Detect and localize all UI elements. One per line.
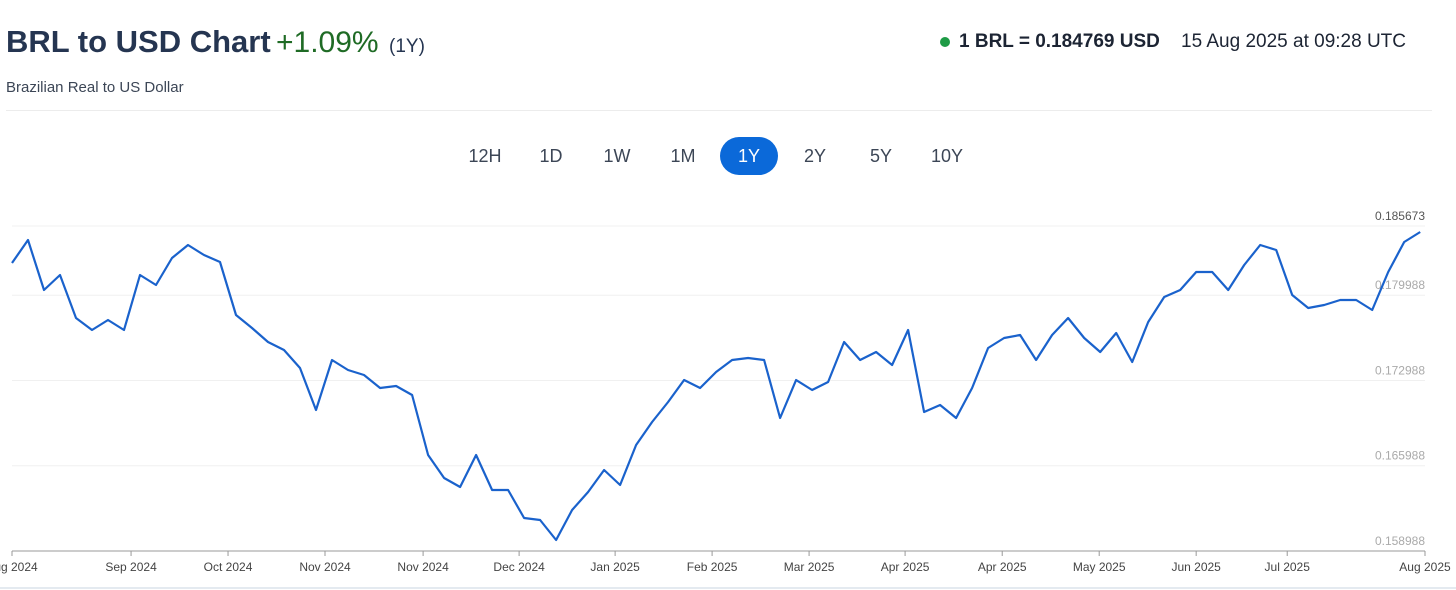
x-tick-label: Mar 2025 <box>784 560 835 574</box>
range-button[interactable]: 5Y <box>869 145 893 166</box>
x-tick-label: Apr 2025 <box>978 560 1027 574</box>
x-tick-label: Feb 2025 <box>687 560 738 574</box>
y-tick-label: 0.179988 <box>1375 278 1425 292</box>
range-button[interactable]: 1M <box>670 145 696 166</box>
title: BRL to USD Chart <box>6 24 271 59</box>
x-tick-label: Oct 2024 <box>204 560 253 574</box>
range-button[interactable]: 10Y <box>930 145 964 166</box>
range-button[interactable]: 1W <box>603 145 631 166</box>
x-tick-label: Aug 2025 <box>1399 560 1451 574</box>
x-tick-label: May 2025 <box>1073 560 1126 574</box>
x-tick-label: Jun 2025 <box>1171 560 1221 574</box>
x-tick-label: Nov 2024 <box>397 560 449 574</box>
subtitle: Brazilian Real to US Dollar <box>6 79 184 96</box>
y-tick-label: 0.185673 <box>1375 209 1425 223</box>
period: (1Y) <box>389 36 425 57</box>
range-buttons: 12H 1D 1W 1M 1Y 2Y 5Y 10Y <box>456 137 976 175</box>
x-tick-label: Dec 2024 <box>493 560 545 574</box>
y-tick-label: 0.172988 <box>1375 363 1425 377</box>
x-tick-label: Apr 2025 <box>881 560 930 574</box>
rate: 1 BRL = 0.184769 USD <box>959 31 1160 52</box>
range-button[interactable]: 12H <box>468 145 502 166</box>
y-tick-label: 0.165988 <box>1375 449 1425 463</box>
y-tick-label: 0.158988 <box>1375 534 1425 548</box>
x-tick-label: Nov 2024 <box>299 560 351 574</box>
live-dot <box>940 37 950 47</box>
range-button[interactable]: 1Y <box>720 137 778 175</box>
x-tick-label: Aug 2024 <box>0 560 38 574</box>
divider <box>6 110 1432 111</box>
x-tick-label: Jul 2025 <box>1265 560 1311 574</box>
x-tick-label: Jan 2025 <box>590 560 640 574</box>
x-tick-label: Sep 2024 <box>105 560 157 574</box>
price-line <box>11 231 1421 542</box>
range-button[interactable]: 1D <box>539 145 563 166</box>
range-button[interactable]: 2Y <box>803 145 827 166</box>
timestamp: 15 Aug 2025 at 09:28 UTC <box>1181 31 1406 52</box>
change: +1.09% <box>276 26 379 59</box>
